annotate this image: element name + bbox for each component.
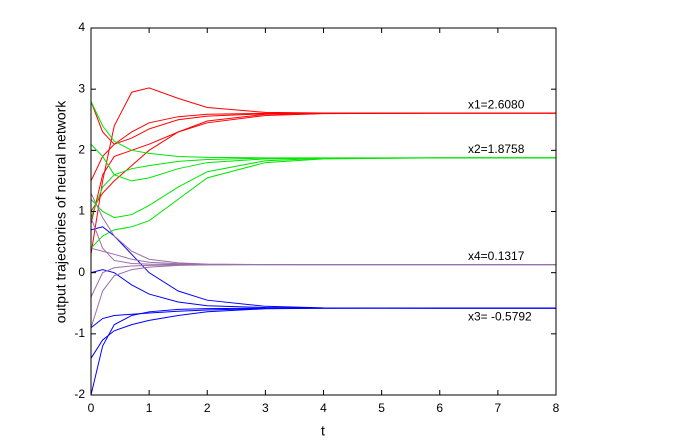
x-tick-label: 8	[553, 401, 560, 415]
x-tick-label: 5	[378, 401, 385, 415]
x-tick-label: 0	[88, 401, 95, 415]
x-tick-label: 6	[436, 401, 443, 415]
y-tick-label: 4	[78, 20, 85, 34]
y-tick-label: 0	[78, 265, 85, 279]
x-tick-label: 4	[320, 401, 327, 415]
y-tick-label: 2	[78, 143, 85, 157]
y-tick-label: -1	[74, 326, 85, 340]
y-tick-label: 1	[78, 204, 85, 218]
trajectory	[90, 157, 556, 219]
trajectory	[90, 226, 556, 309]
x-axis-title: t	[321, 423, 325, 439]
annotation: x3= -0.5792	[468, 309, 532, 323]
trajectory	[90, 157, 556, 249]
trajectory	[90, 157, 556, 218]
y-tick-label: -2	[74, 387, 85, 401]
x-tick-label: 7	[495, 401, 502, 415]
trajectory	[90, 269, 556, 309]
y-tick-label: 3	[78, 81, 85, 95]
annotation: x1=2.6080	[468, 97, 525, 111]
x-tick-label: 1	[146, 401, 153, 415]
trajectory	[90, 112, 556, 224]
y-axis-title: output trajectories of neural network	[53, 100, 69, 324]
annotation: x4=0.1317	[468, 249, 525, 263]
trajectory	[90, 217, 556, 266]
trajectory	[90, 264, 556, 298]
x-tick-label: 3	[262, 401, 269, 415]
trajectory	[90, 112, 556, 212]
annotation: x2=1.8758	[468, 142, 525, 156]
x-tick-label: 2	[204, 401, 211, 415]
